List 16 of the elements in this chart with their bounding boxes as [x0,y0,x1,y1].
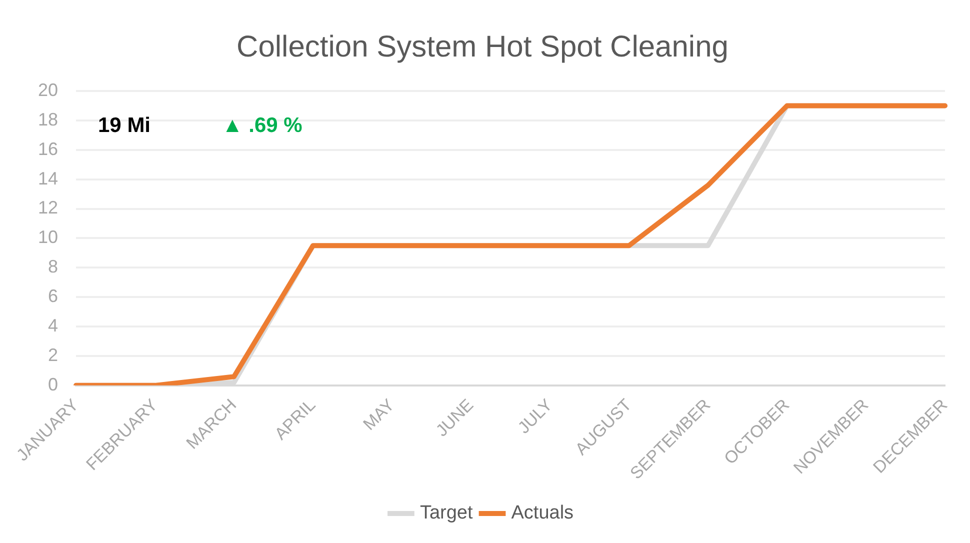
y-tick-label: 8 [48,256,58,277]
y-tick-label: 4 [48,316,58,336]
annotation: ▲ .69 % [222,114,302,138]
y-tick-label: 0 [48,374,58,394]
y-tick-label: 2 [48,344,58,365]
y-tick-label: 20 [38,80,58,100]
chart-title: Collection System Hot Spot Cleaning [236,30,728,64]
y-tick-label: 10 [38,227,58,248]
y-tick-label: 6 [48,286,58,306]
y-tick-label: 14 [38,168,58,188]
annotation: 19 Mi [98,114,151,138]
y-tick-label: 18 [38,109,58,130]
legend-label: Actuals [511,502,574,524]
y-tick-label: 12 [38,198,58,218]
legend-label: Target [420,502,474,524]
y-tick-label: 16 [38,138,58,159]
